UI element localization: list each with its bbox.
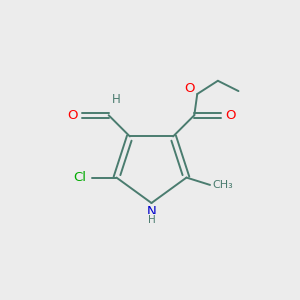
Text: O: O [68,109,78,122]
Text: H: H [148,215,155,225]
Text: H: H [112,92,120,106]
Text: N: N [147,205,156,218]
Text: O: O [184,82,194,95]
Text: CH₃: CH₃ [212,180,233,190]
Text: O: O [225,109,236,122]
Text: Cl: Cl [74,171,86,184]
